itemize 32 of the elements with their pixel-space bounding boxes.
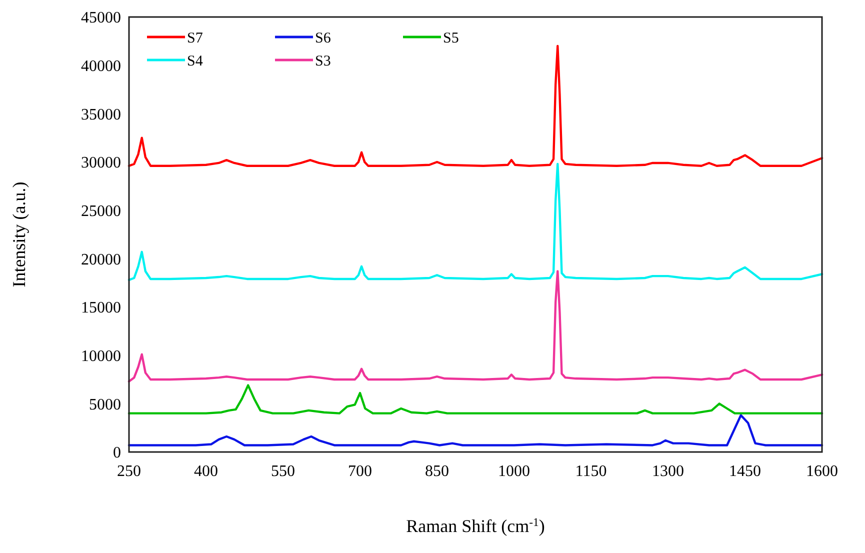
y-tick-label: 10000 <box>81 348 121 365</box>
x-tick-label: 1600 <box>806 463 838 480</box>
legend-label: S6 <box>315 30 332 46</box>
legend-label: S7 <box>187 30 204 46</box>
x-tick-label: 1150 <box>575 463 607 480</box>
legend-label: S5 <box>443 30 459 46</box>
line-series <box>128 270 824 383</box>
x-tick-label: 250 <box>117 463 141 480</box>
legend-label: S4 <box>187 53 204 70</box>
y-tick-label: 15000 <box>81 300 121 317</box>
y-tick-label: 5000 <box>89 396 121 414</box>
x-axis-title: Raman Shift (cm$^{-1}$) <box>406 516 545 536</box>
y-axis-title: Intensity (a.u.) <box>9 182 29 288</box>
x-tick-label: 550 <box>271 463 295 480</box>
y-tick-label: 0 <box>113 444 121 462</box>
x-tick-label: 1450 <box>729 463 761 480</box>
x-tick-label: 850 <box>425 463 449 480</box>
x-tick-label: 400 <box>194 463 218 480</box>
x-tick-label: 1300 <box>652 463 684 480</box>
line-series <box>128 44 824 167</box>
y-tick-label: 35000 <box>81 106 121 124</box>
line-series <box>128 414 824 446</box>
y-tick-label: 30000 <box>81 154 121 172</box>
y-tick-label: 20000 <box>81 251 121 268</box>
x-tick-label: 1000 <box>498 463 530 480</box>
y-tick-label: 45000 <box>81 10 121 27</box>
legend-label: S3 <box>315 53 331 70</box>
x-tick-label: 700 <box>348 463 372 480</box>
y-tick-label: 25000 <box>81 202 121 220</box>
y-tick-label: 40000 <box>81 58 121 75</box>
line-series <box>128 384 824 414</box>
line-series <box>128 162 824 282</box>
